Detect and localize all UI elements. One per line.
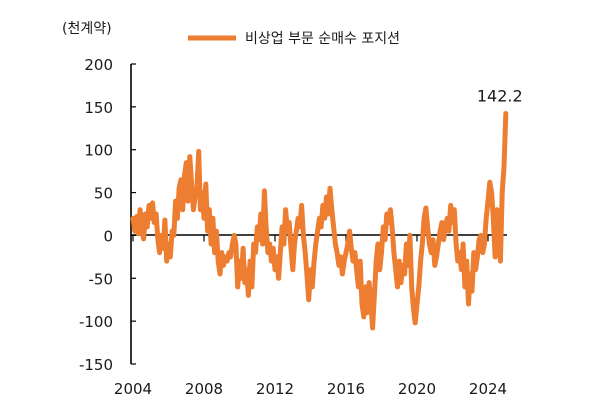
series-line xyxy=(130,111,509,331)
x-tick-label: 2024 xyxy=(469,380,507,398)
x-tick-label: 2008 xyxy=(185,380,223,398)
y-tick-label: 150 xyxy=(84,99,113,117)
x-tick-label: 2016 xyxy=(327,380,365,398)
y-tick-label: -150 xyxy=(79,356,113,374)
y-tick-label: 100 xyxy=(84,142,113,160)
y-ticks: 200 150 100 50 0 -50 -100 -150 xyxy=(79,56,136,374)
y-tick-label: -50 xyxy=(89,270,114,288)
x-tick-label: 2020 xyxy=(398,380,436,398)
legend-label: 비상업 부문 순매수 포지션 xyxy=(245,31,400,47)
x-tick-label: 2012 xyxy=(256,380,294,398)
legend: 비상업 부문 순매수 포지션 xyxy=(188,31,400,47)
y-tick-label: 200 xyxy=(84,56,113,74)
x-tick-label: 2004 xyxy=(114,380,152,398)
annotation-last-value: 142.2 xyxy=(477,87,523,106)
y-tick-label: -100 xyxy=(79,313,113,331)
plot-area xyxy=(130,111,509,331)
y-tick-label: 50 xyxy=(94,185,113,203)
y-tick-label: 0 xyxy=(103,227,113,245)
x-ticks: 2004 2008 2012 2016 2020 2024 xyxy=(114,235,507,398)
unit-label: (천계약) xyxy=(62,21,112,37)
